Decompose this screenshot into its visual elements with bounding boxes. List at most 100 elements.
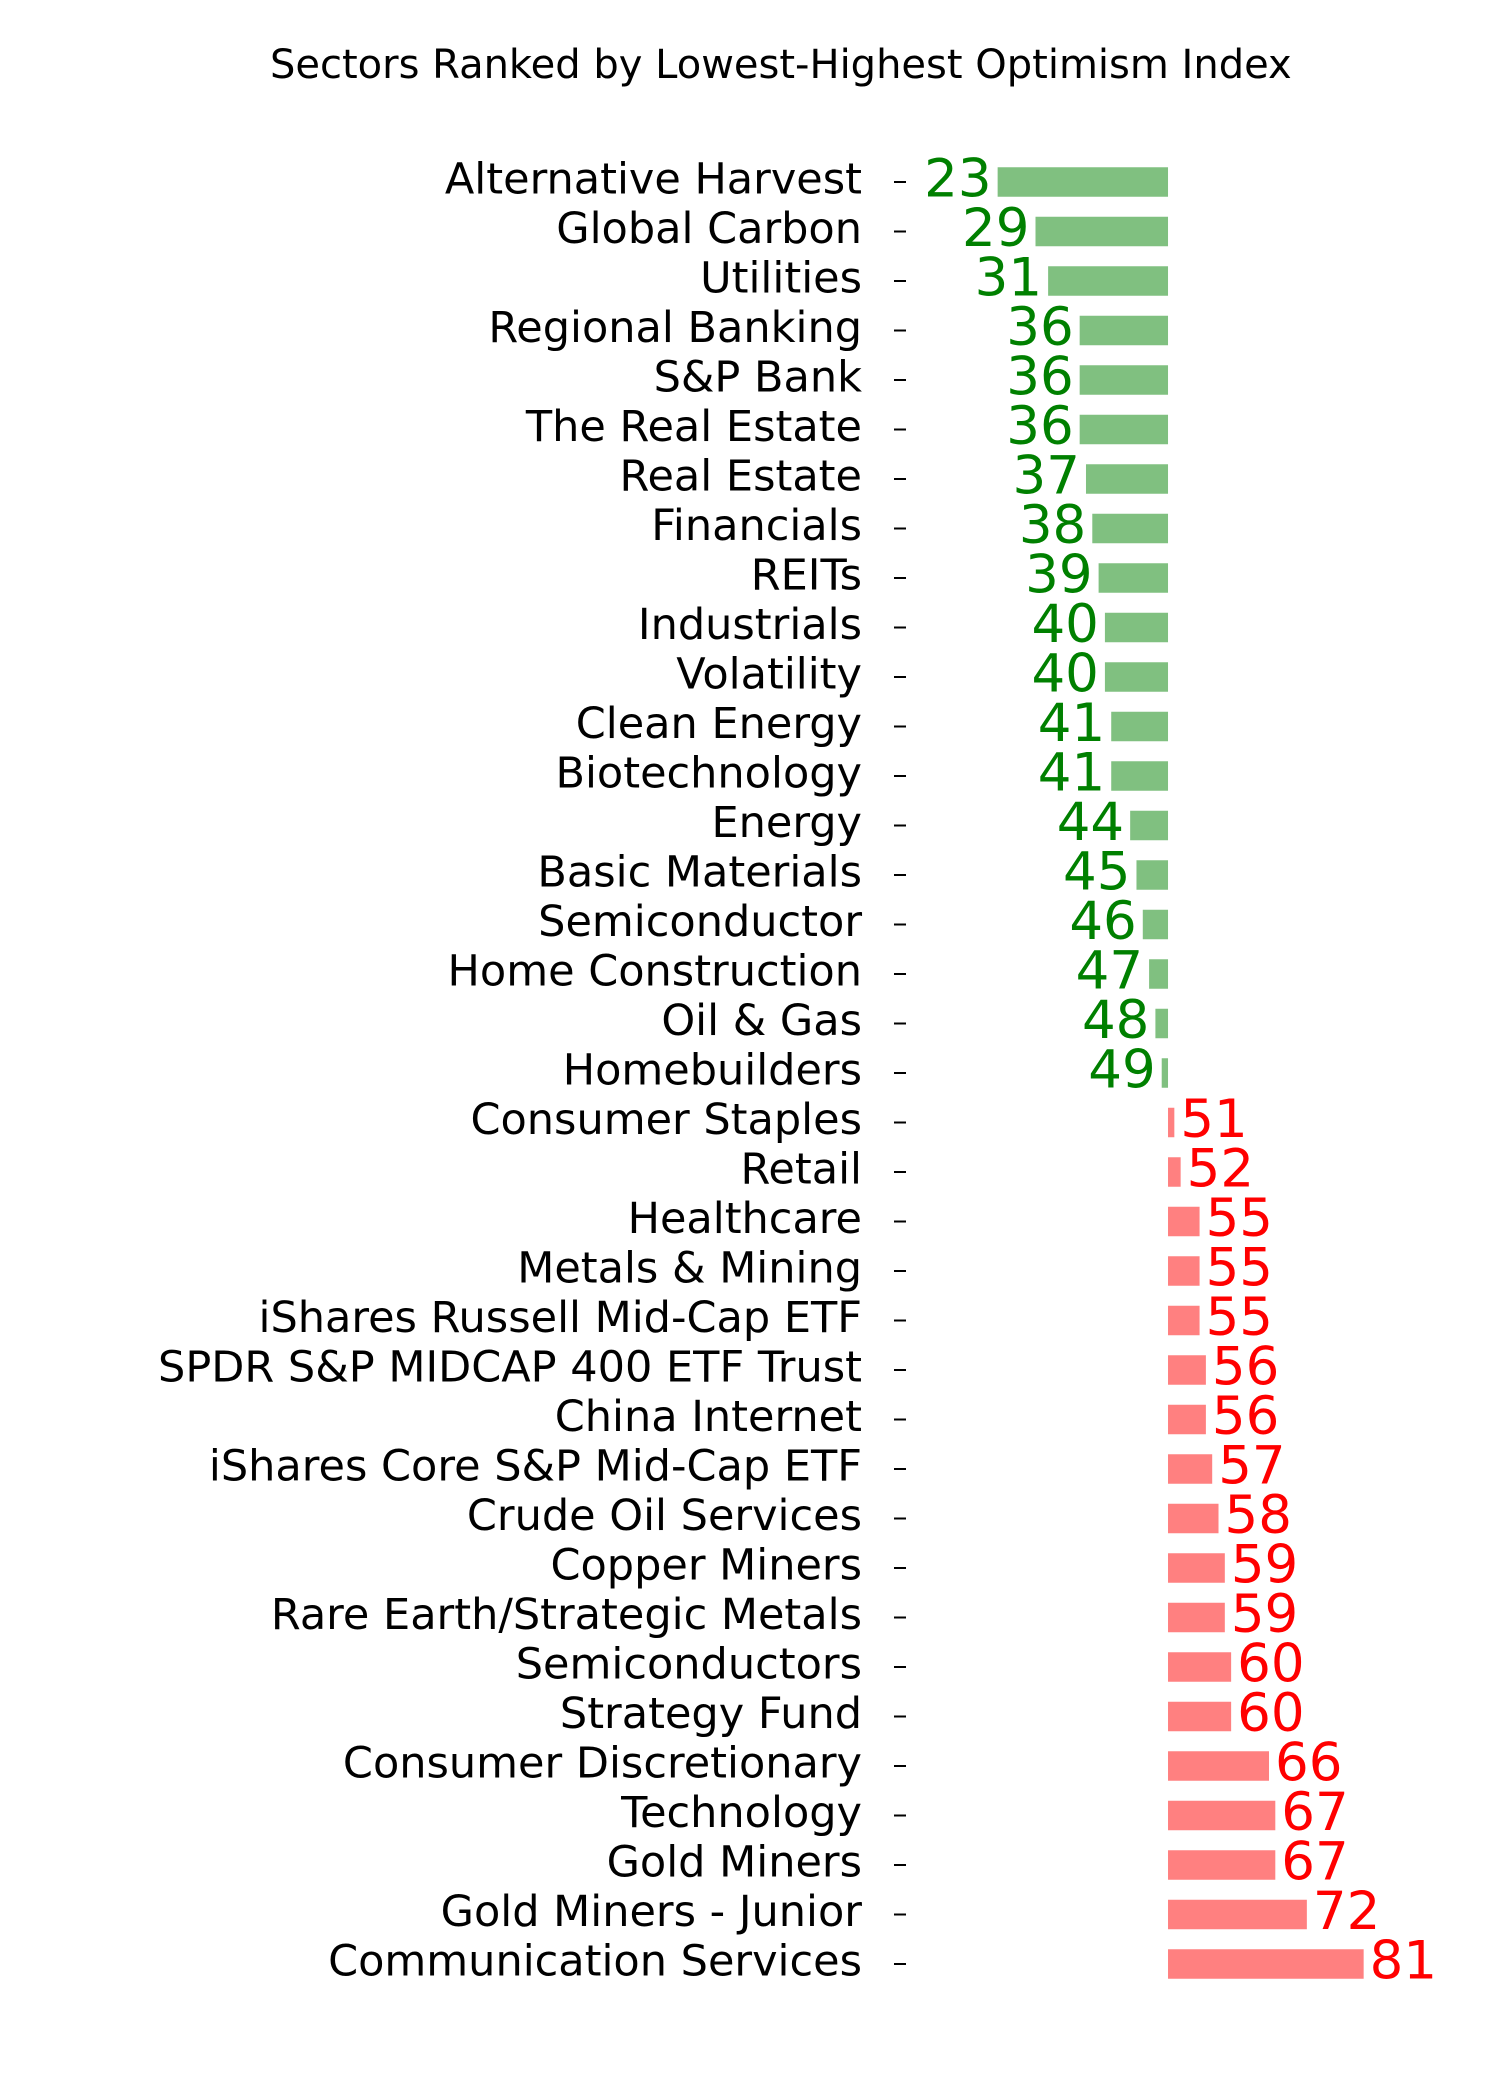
y-tick-label: Gold Miners	[607, 1838, 862, 1888]
y-tick-label: Financials	[651, 501, 862, 551]
bar	[1168, 1305, 1200, 1336]
value-label: 56	[1212, 1386, 1279, 1447]
bar	[1098, 563, 1169, 593]
y-tick-label: Utilities	[700, 254, 862, 304]
value-label: 60	[1237, 1683, 1304, 1744]
bar	[1168, 1602, 1225, 1633]
y-tick-label: Real Estate	[620, 452, 862, 502]
value-label: 23	[924, 149, 991, 210]
bar	[1161, 1058, 1169, 1088]
bar	[1168, 1503, 1219, 1534]
y-tick-label: iShares Russell Mid-Cap ETF	[259, 1293, 863, 1343]
value-label: 59	[1231, 1535, 1298, 1596]
y-tick-label: Biotechnology	[555, 749, 862, 799]
bar	[1104, 662, 1169, 692]
y-tick-label: Crude Oil Services	[467, 1491, 862, 1541]
value-label: 51	[1180, 1089, 1247, 1150]
bar	[1155, 1008, 1169, 1039]
y-tick-label: Energy	[711, 798, 862, 848]
bar	[1168, 1949, 1364, 1979]
bar	[1168, 1652, 1232, 1682]
bar	[1104, 612, 1169, 643]
bar	[1048, 266, 1169, 296]
bar	[1085, 464, 1169, 494]
bar	[1130, 810, 1169, 841]
value-label: 46	[1069, 891, 1136, 952]
value-label: 40	[1031, 594, 1098, 655]
value-label: 55	[1206, 1188, 1273, 1249]
y-tick-label: Clean Energy	[576, 699, 862, 749]
value-label: 58	[1225, 1485, 1292, 1546]
value-label: 49	[1088, 1040, 1155, 1101]
y-tick-label: Industrials	[638, 600, 862, 650]
value-label: 47	[1076, 941, 1143, 1002]
value-label: 67	[1281, 1782, 1348, 1843]
bar	[1168, 1553, 1225, 1583]
y-tick-label: Communication Services	[328, 1937, 862, 1987]
bar	[1168, 1850, 1276, 1880]
bar	[1142, 909, 1169, 940]
value-label: 56	[1212, 1337, 1279, 1398]
bar	[1168, 1157, 1181, 1187]
value-label: 81	[1370, 1931, 1437, 1992]
bar	[1168, 1107, 1175, 1138]
y-tick-label: Rare Earth/Strategic Metals	[271, 1590, 862, 1640]
y-tick-label: Oil & Gas	[661, 996, 862, 1046]
bar	[1079, 315, 1169, 346]
bar	[1136, 860, 1169, 890]
bar	[1035, 216, 1169, 247]
y-tick-label: The Real Estate	[525, 402, 862, 452]
bar	[1168, 1355, 1206, 1385]
value-label: 36	[1006, 396, 1073, 457]
value-label: 60	[1237, 1634, 1304, 1695]
value-label: 72	[1313, 1881, 1380, 1942]
y-tick-label: Healthcare	[628, 1194, 862, 1244]
y-tick-label: Global Carbon	[556, 204, 862, 254]
bar	[1168, 1751, 1269, 1781]
y-tick-label: S&P Bank	[654, 353, 863, 403]
y-tick-label: Basic Materials	[537, 848, 862, 898]
bar	[1079, 365, 1169, 395]
value-label: 31	[975, 248, 1042, 309]
y-tick-label: SPDR S&P MIDCAP 400 ETF Trust	[158, 1343, 862, 1393]
y-tick-label: Gold Miners - Junior	[441, 1887, 863, 1937]
y-tick-label: Strategy Fund	[560, 1689, 862, 1739]
value-label: 38	[1019, 495, 1086, 556]
y-tick-label: Regional Banking	[488, 303, 862, 353]
value-label: 59	[1231, 1584, 1298, 1645]
value-label: 36	[1006, 297, 1073, 358]
y-tick-label: Semiconductors	[516, 1640, 862, 1690]
value-label: 45	[1063, 842, 1130, 903]
value-label: 55	[1206, 1238, 1273, 1299]
bar	[1092, 513, 1169, 544]
value-label: 29	[962, 198, 1029, 259]
value-label: 67	[1281, 1832, 1348, 1893]
value-label: 41	[1038, 743, 1105, 804]
chart-title: Sectors Ranked by Lowest-Highest Optimis…	[270, 42, 1292, 88]
value-label: 57	[1218, 1436, 1285, 1497]
value-label: 40	[1031, 644, 1098, 705]
y-tick-label: Home Construction	[448, 947, 862, 997]
y-tick-label: Metals & Mining	[517, 1244, 862, 1294]
y-tick-label: China Internet	[555, 1392, 862, 1442]
y-tick-label: Semiconductor	[538, 897, 862, 947]
bar	[1079, 414, 1169, 445]
bar	[1168, 1206, 1200, 1237]
bar	[1149, 959, 1169, 989]
value-label: 44	[1057, 792, 1124, 853]
value-label: 48	[1082, 990, 1149, 1051]
value-label: 66	[1275, 1733, 1342, 1794]
bar	[1168, 1256, 1200, 1286]
bar	[997, 167, 1169, 197]
y-tick-label: iShares Core S&P Mid-Cap ETF	[209, 1442, 862, 1492]
value-label: 37	[1013, 446, 1080, 507]
y-tick-label: Consumer Staples	[470, 1095, 862, 1145]
bar	[1168, 1404, 1206, 1435]
y-tick-label: REITs	[751, 551, 862, 601]
value-label: 39	[1025, 545, 1092, 606]
bar	[1168, 1454, 1213, 1484]
y-tick-label: Copper Miners	[550, 1541, 862, 1591]
bar	[1168, 1701, 1232, 1732]
